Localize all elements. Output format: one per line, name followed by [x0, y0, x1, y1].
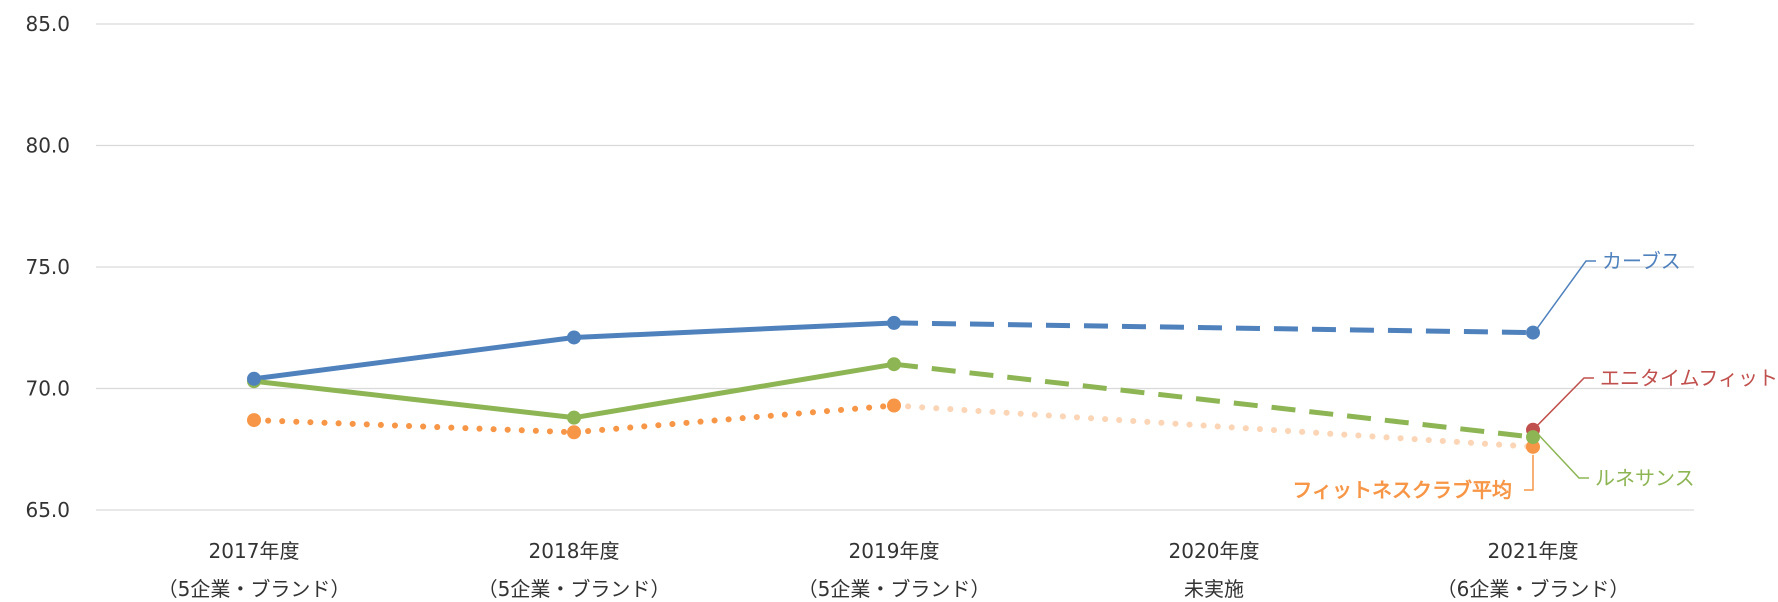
- series-label: ルネサンス: [1595, 466, 1695, 490]
- series-lines: [251, 320, 1536, 450]
- data-point: [1526, 325, 1540, 340]
- series-line-segment: [893, 361, 1534, 440]
- label-leader-line: [1536, 260, 1596, 330]
- series-line-segment: [571, 402, 897, 436]
- label-leader-line: [1536, 432, 1589, 479]
- series-line-segment: [573, 361, 895, 421]
- data-point: [1526, 439, 1540, 454]
- data-point: [247, 371, 261, 386]
- series-line-segment: [253, 334, 575, 382]
- y-tick-label: 80.0: [25, 134, 70, 158]
- y-tick-label: 70.0: [25, 377, 70, 401]
- series-line-segment: [251, 417, 577, 436]
- data-point: [247, 413, 261, 428]
- x-category-label: 2017年度: [209, 539, 300, 563]
- x-category-label: 2020年度: [1169, 539, 1260, 563]
- data-point: [887, 315, 901, 330]
- series-markers: [247, 315, 1540, 454]
- x-category-label: 2018年度: [529, 539, 620, 563]
- y-tick-label: 85.0: [25, 12, 70, 36]
- x-category-label: 2021年度: [1488, 539, 1579, 563]
- series-line-segment: [891, 402, 1536, 450]
- series-line-segment: [893, 320, 1534, 336]
- x-category-sublabel: （5企業・ブランド）: [478, 577, 671, 601]
- data-point: [887, 398, 901, 413]
- x-category-sublabel: 未実施: [1184, 577, 1244, 601]
- y-axis-ticks: 65.0 70.0 75.0 80.0 85.0: [25, 12, 70, 522]
- y-tick-label: 65.0: [25, 498, 70, 522]
- data-point: [567, 425, 581, 440]
- data-point: [567, 410, 581, 425]
- data-point: [1526, 430, 1540, 445]
- data-point: [567, 330, 581, 345]
- x-category-sublabel: （5企業・ブランド）: [798, 577, 991, 601]
- x-category-sublabel: （6企業・ブランド）: [1437, 577, 1630, 601]
- series-label: カーブス: [1602, 249, 1681, 273]
- x-category-label: 2019年度: [849, 539, 940, 563]
- label-leader-line: [1524, 454, 1534, 491]
- x-category-sublabel: （5企業・ブランド）: [158, 577, 351, 601]
- label-leader-line: [1536, 377, 1594, 427]
- x-axis-categories: 2017年度 （5企業・ブランド） 2018年度 （5企業・ブランド） 2019年度 （5…: [158, 539, 1630, 601]
- y-tick-label: 75.0: [25, 255, 70, 279]
- series-line-segment: [253, 378, 575, 421]
- data-point: [887, 357, 901, 372]
- gridlines: [96, 23, 1694, 511]
- series-line-segment: [573, 320, 895, 340]
- series-label: エニタイムフィットネス: [1600, 366, 1778, 390]
- series-labels: カーブスエニタイムフィットネスルネサンスフィットネスクラブ平均: [1292, 249, 1778, 502]
- series-label: フィットネスクラブ平均: [1292, 478, 1512, 502]
